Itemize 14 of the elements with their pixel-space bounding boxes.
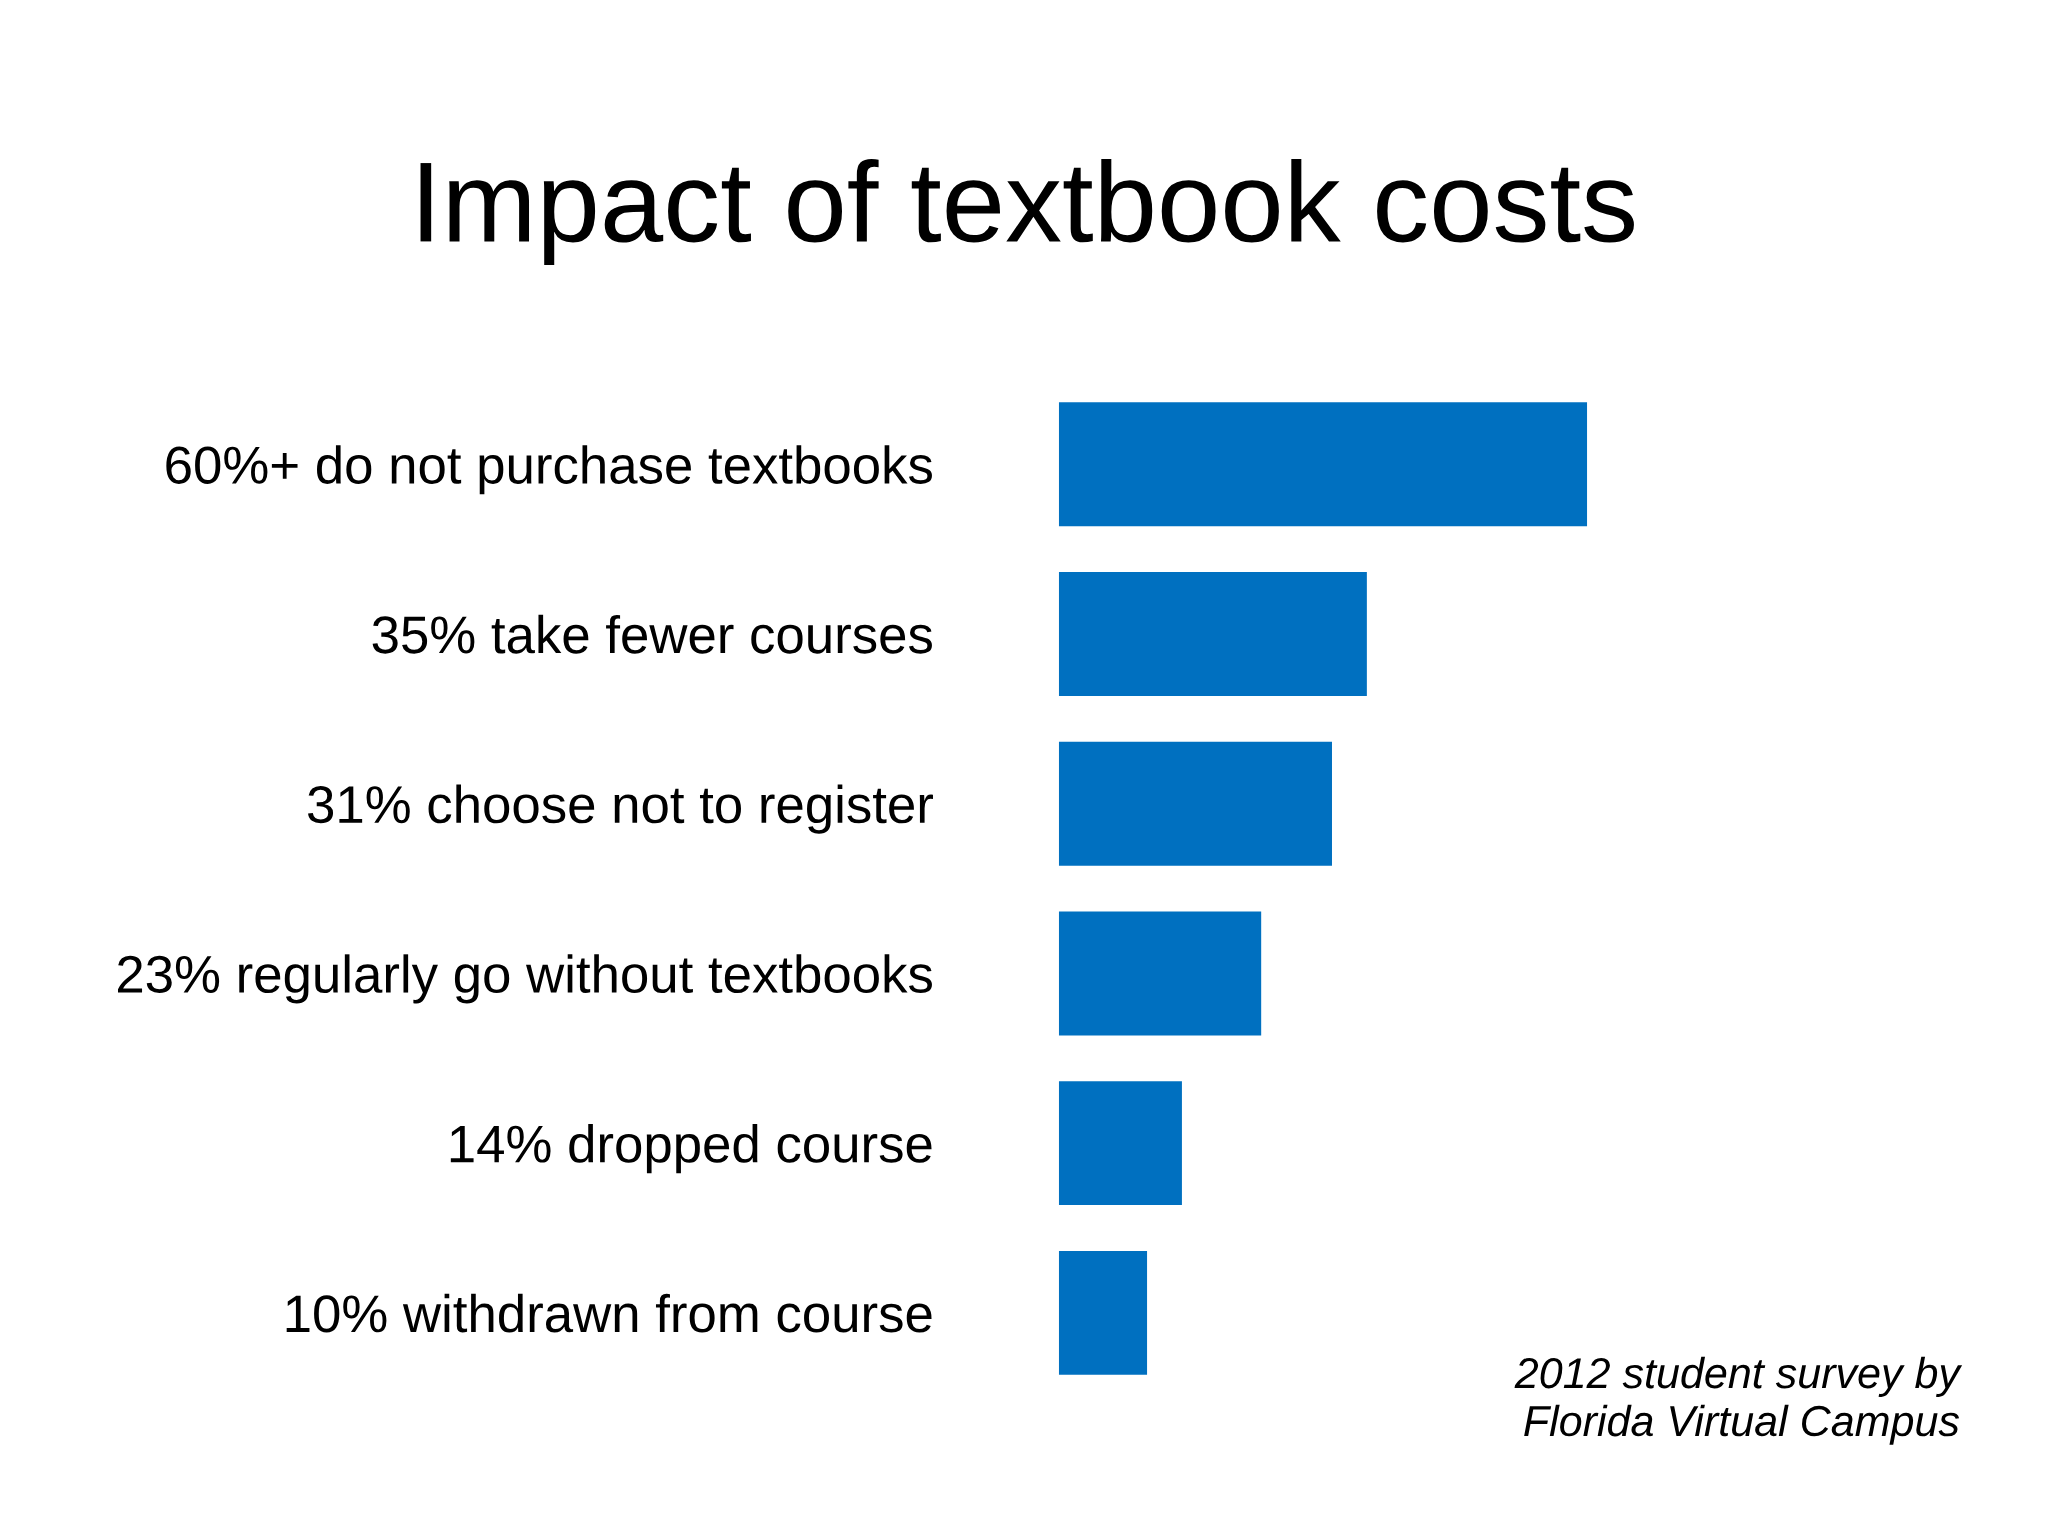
- bar: [1058, 741, 1332, 866]
- bar: [1058, 911, 1262, 1036]
- bar: [1058, 402, 1588, 527]
- y-tick-label: 14% dropped course: [450, 1124, 932, 1174]
- bar: [1058, 1081, 1182, 1206]
- chart-title: Impact of textbook costs: [420, 158, 1634, 266]
- y-tick-label: 60%+ do not purchase textbooks: [166, 445, 932, 495]
- y-tick-label: 35% take fewer courses: [372, 614, 932, 654]
- bar: [1058, 572, 1367, 696]
- annotation: 2012 student survey by Florida Virtual Campus: [1514, 1356, 1963, 1445]
- y-tick-label: 10% withdrawn from course: [286, 1293, 932, 1333]
- y-tick-label: 23% regularly go without textbooks: [118, 954, 932, 1004]
- bar: [1058, 1250, 1148, 1375]
- y-tick-label: 31% choose not to register: [308, 784, 933, 834]
